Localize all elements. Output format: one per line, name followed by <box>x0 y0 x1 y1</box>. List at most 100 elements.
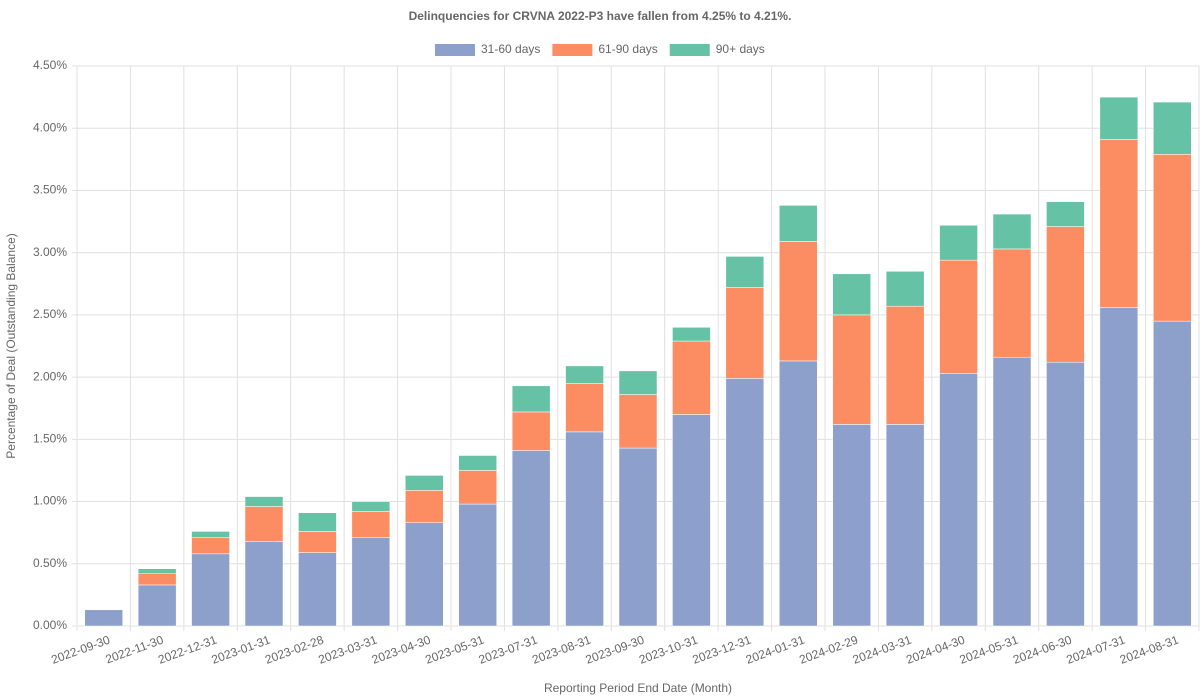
x-tick-label: 2023-08-31 <box>530 633 593 667</box>
bar-segment <box>992 213 1032 250</box>
bar-segment <box>1099 96 1139 140</box>
bar-segment <box>351 511 391 538</box>
bar-segment <box>565 383 604 433</box>
bar-segment <box>458 470 497 505</box>
bar-segment <box>832 273 871 316</box>
bar-segment <box>405 490 444 523</box>
x-tick-label: 2023-07-31 <box>477 633 540 667</box>
x-tick-label: 2023-12-31 <box>690 633 753 667</box>
y-tick-label: 2.00% <box>33 369 67 383</box>
x-tick-label: 2023-02-28 <box>263 633 326 667</box>
x-axis-title: Reporting Period End Date (Month) <box>544 681 732 695</box>
x-tick-label: 2023-04-30 <box>370 633 433 667</box>
bar-segment <box>351 537 391 627</box>
bar-segment <box>885 271 925 307</box>
bar-segment <box>298 552 337 627</box>
bar-segment <box>939 225 978 261</box>
y-tick-label: 1.00% <box>33 494 67 508</box>
bar-segment <box>992 356 1032 627</box>
bar-segment <box>1046 361 1085 627</box>
bar-segment <box>939 373 978 627</box>
bar-segment <box>565 365 604 384</box>
bar-segment <box>244 496 284 507</box>
y-axis-title: Percentage of Deal (Outstanding Balance) <box>4 233 18 458</box>
legend-label: 31-60 days <box>481 42 540 56</box>
x-tick-label: 2024-06-30 <box>1011 633 1074 667</box>
x-tick-label: 2024-03-31 <box>851 633 914 667</box>
x-tick-label: 2023-03-31 <box>316 633 379 667</box>
bar-segment <box>672 340 711 415</box>
bar-segment <box>244 541 284 627</box>
bar-segment <box>618 447 658 627</box>
y-tick-label: 1.50% <box>33 432 67 446</box>
bar-segment <box>351 501 391 512</box>
bar-segment <box>1153 101 1192 155</box>
legend-swatch <box>669 44 710 56</box>
bar-segment <box>672 327 711 342</box>
x-tick-label: 2024-02-29 <box>797 633 860 667</box>
bar-segment <box>298 531 337 553</box>
bar-segment <box>779 205 818 242</box>
bar-segment <box>511 385 551 413</box>
chart-title: Delinquencies for CRVNA 2022-P3 have fal… <box>409 9 792 23</box>
bar-segment <box>725 287 765 379</box>
bar-segment <box>832 424 871 627</box>
y-tick-label: 0.00% <box>33 618 67 632</box>
bar-segment <box>832 314 871 425</box>
bar-segment <box>137 573 177 586</box>
x-tick-label: 2024-04-30 <box>904 633 967 667</box>
bar-segment <box>1099 307 1139 627</box>
x-tick-label: 2024-07-31 <box>1064 633 1127 667</box>
y-tick-label: 3.50% <box>33 183 67 197</box>
bar-segment <box>137 568 177 574</box>
bar-segment <box>779 360 818 627</box>
bar-segment <box>1099 139 1139 308</box>
bar-segment <box>405 475 444 491</box>
bar-segment <box>565 431 604 627</box>
x-tick-label: 2023-10-31 <box>637 633 700 667</box>
legend-label: 90+ days <box>716 42 765 56</box>
bar-segment <box>885 305 925 425</box>
bar-segment <box>458 503 497 627</box>
y-tick-label: 0.50% <box>33 556 67 570</box>
x-tick-label: 2024-05-31 <box>958 633 1021 667</box>
bar-segment <box>618 394 658 449</box>
bar-segment <box>725 378 765 627</box>
x-tick-label: 2023-05-31 <box>423 633 486 667</box>
bar-segment <box>725 256 765 288</box>
y-tick-label: 2.50% <box>33 307 67 321</box>
bar-segment <box>885 424 925 627</box>
bar-segment <box>84 609 123 627</box>
x-tick-label: 2022-11-30 <box>104 633 166 667</box>
bar-segment <box>939 259 978 374</box>
legend-swatch <box>552 44 593 56</box>
bar-segment <box>1046 226 1085 363</box>
y-tick-label: 3.00% <box>33 245 67 259</box>
bar-segment <box>992 248 1032 358</box>
y-tick-label: 4.00% <box>33 120 67 134</box>
bar-segment <box>1153 154 1192 322</box>
x-tick-label: 2022-12-31 <box>156 633 219 667</box>
x-tick-label: 2024-08-31 <box>1118 633 1181 667</box>
bar-segment <box>1046 201 1085 227</box>
x-tick-label: 2024-01-31 <box>744 633 807 667</box>
x-tick-label: 2023-09-30 <box>584 633 647 667</box>
bar-segment <box>191 537 230 555</box>
legend-label: 61-90 days <box>598 42 657 56</box>
bar-segment <box>458 455 497 471</box>
bar-segment <box>298 512 337 532</box>
x-tick-label: 2023-01-31 <box>210 633 273 667</box>
bar-segment <box>244 506 284 542</box>
bar-segment <box>1153 320 1192 627</box>
y-tick-label: 4.50% <box>33 58 67 72</box>
bar-segment <box>618 370 658 395</box>
x-tick-label: 2022-09-30 <box>49 633 112 667</box>
bar-segment <box>191 531 230 538</box>
bar-segment <box>191 553 230 627</box>
bar-segment <box>405 522 444 627</box>
bar-segment <box>511 411 551 451</box>
bar-segment <box>511 450 551 627</box>
bar-segment <box>137 584 177 627</box>
bar-segment <box>672 414 711 627</box>
